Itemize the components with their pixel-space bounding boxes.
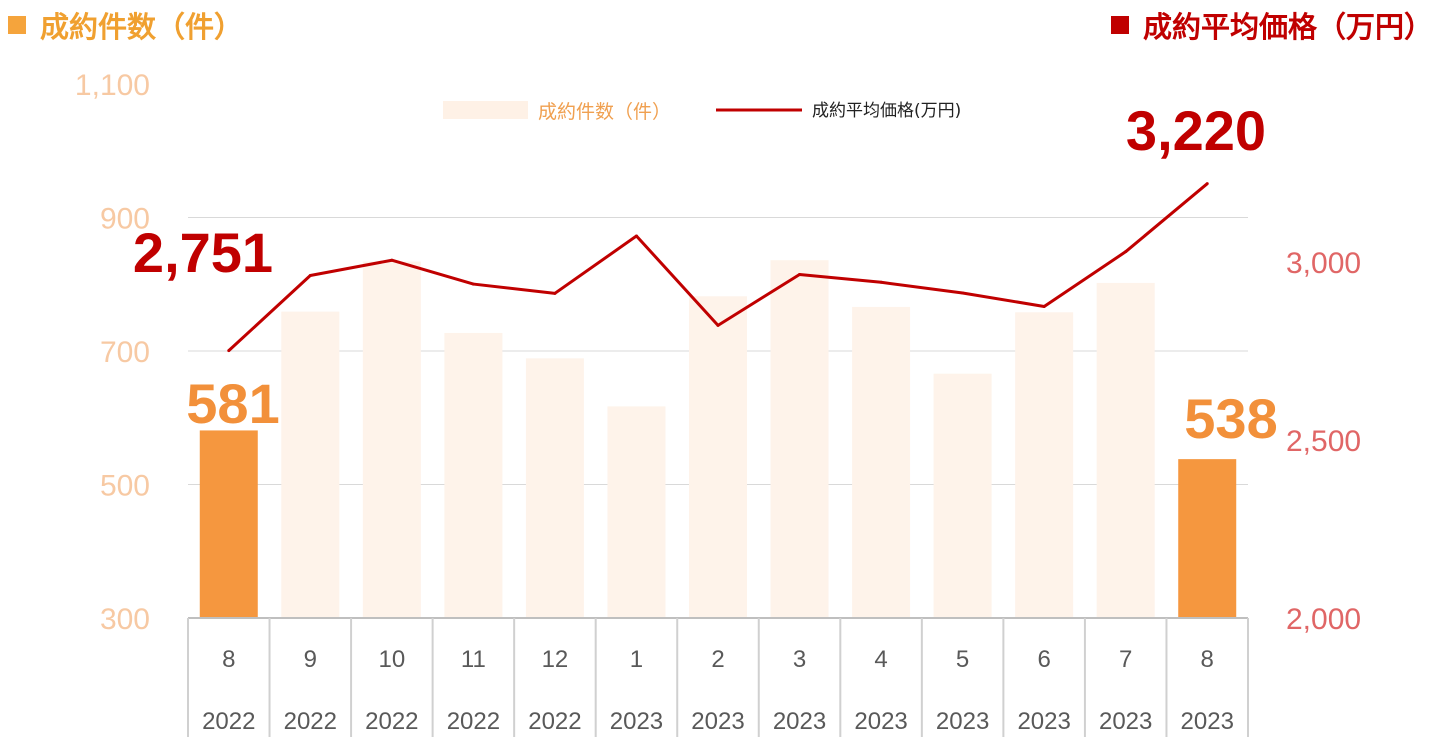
right-tick-label: 3,000: [1286, 247, 1361, 280]
x-tick-month: 2: [711, 646, 724, 673]
bar: [362, 261, 421, 618]
bar: [1096, 282, 1155, 618]
bar: [933, 373, 992, 618]
line-point: [879, 280, 883, 284]
x-tick-year: 2023: [691, 708, 744, 735]
line-point: [1205, 182, 1209, 186]
callout-first-bar: 581: [186, 372, 279, 435]
x-tick-month: 9: [304, 646, 317, 673]
x-tick-month: 8: [1201, 646, 1214, 673]
bar: [689, 296, 747, 618]
right-axis-title-text: 成約平均価格（万円）: [1142, 10, 1433, 44]
bar: [444, 332, 503, 618]
x-tick-month: 10: [378, 646, 405, 673]
callout-last-bar: 538: [1184, 387, 1277, 450]
left-tick-label: 700: [100, 336, 150, 369]
x-tick-year: 2023: [1017, 708, 1070, 735]
bar-series: [199, 260, 1237, 618]
x-tick-month: 4: [874, 646, 887, 673]
x-tick-month: 1: [630, 646, 643, 673]
legend-line-label: 成約平均価格(万円): [812, 101, 961, 121]
x-tick-month: 8: [222, 646, 235, 673]
line-point: [1042, 305, 1046, 308]
x-tick-year: 2023: [610, 708, 663, 735]
line-point: [227, 349, 231, 353]
x-tick-month: 7: [1119, 646, 1132, 673]
x-tick-year: 2022: [365, 708, 418, 735]
x-axis: 8 2022 9 2022 10 2022 11 2022 12 2022 1 2023 2 2023 3 2…: [187, 617, 1249, 737]
line-point: [634, 234, 638, 238]
line-point: [471, 282, 475, 286]
line-point: [961, 291, 965, 295]
line-point: [390, 258, 394, 262]
x-tick-year: 2022: [202, 708, 255, 735]
bar: [525, 358, 584, 618]
right-tick-label: 2,000: [1286, 603, 1361, 636]
left-title-square-icon: [8, 16, 26, 34]
left-axis-title-text: 成約件数（件）: [40, 10, 244, 44]
callout-last-line: 3,220: [1126, 99, 1266, 162]
bar: [607, 406, 666, 618]
bar: [852, 306, 911, 618]
x-tick-year: 2022: [284, 708, 337, 735]
right-title-square-icon: [1110, 16, 1129, 34]
bar: [770, 260, 829, 618]
line-series: [227, 182, 1209, 353]
bar: [1015, 312, 1074, 618]
x-tick-year: 2023: [854, 708, 907, 735]
left-axis-ticks: 300 500 700 900 1,100: [75, 69, 150, 636]
right-tick-label: 2,500: [1286, 425, 1361, 458]
legend-bar-swatch: [443, 101, 528, 119]
x-tick-month: 5: [956, 646, 969, 673]
left-axis-title: 成約件数（件）: [8, 4, 243, 46]
line-point: [1124, 250, 1128, 254]
x-tick-month: 12: [542, 646, 569, 673]
right-axis-ticks: 2,000 2,500 3,000: [1286, 247, 1361, 636]
callouts: 581 538 2,751 3,220: [133, 99, 1278, 450]
x-tick-month: 3: [793, 646, 806, 673]
bar: [1178, 459, 1237, 618]
x-tick-month: 11: [461, 646, 486, 673]
x-tick-year: 2023: [936, 708, 989, 735]
right-axis-title: 成約平均価格（万円）: [1110, 4, 1433, 46]
left-tick-label: 1,100: [75, 69, 150, 102]
line-point: [308, 274, 312, 278]
bar: [199, 430, 258, 618]
x-tick-year: 2023: [1099, 708, 1152, 735]
x-tick-year: 2023: [773, 708, 826, 735]
x-tick-year: 2023: [1181, 708, 1234, 735]
legend-bar-label: 成約件数（件）: [538, 101, 671, 123]
left-tick-label: 500: [100, 470, 150, 503]
bar: [281, 311, 340, 618]
line-point: [716, 323, 720, 327]
line-point: [553, 291, 557, 295]
x-tick-month: 6: [1037, 646, 1050, 673]
x-tick-year: 2022: [447, 708, 500, 735]
left-tick-label: 900: [100, 203, 150, 236]
line-point: [798, 272, 802, 276]
left-tick-label: 300: [100, 603, 150, 636]
legend: 成約件数（件） 成約平均価格(万円): [443, 101, 961, 123]
callout-first-line: 2,751: [133, 221, 273, 284]
x-tick-year: 2022: [528, 708, 581, 735]
